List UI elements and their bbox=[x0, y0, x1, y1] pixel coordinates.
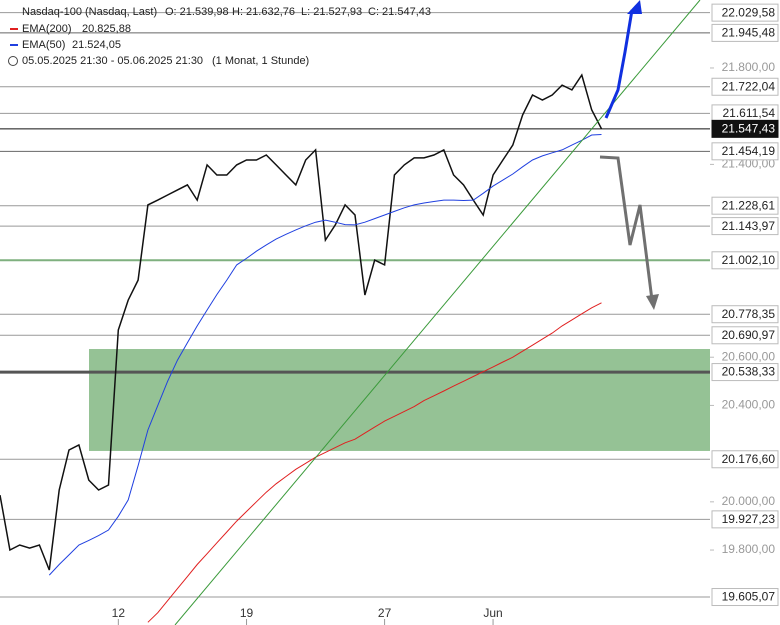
level-label: 20.176,60 bbox=[722, 452, 776, 466]
ohlc: O: 21.539,98 bbox=[165, 6, 229, 18]
legend-value: 20.825,88 bbox=[82, 23, 131, 35]
level-label-box bbox=[711, 326, 779, 345]
level-label: 20.778,35 bbox=[722, 307, 776, 321]
x-tick-label: Jun bbox=[483, 606, 502, 620]
ema-line bbox=[48, 134, 602, 576]
level-label-box bbox=[711, 217, 779, 236]
clock-icon bbox=[8, 56, 18, 66]
level-label-box bbox=[711, 3, 779, 22]
level-label: 21.143,97 bbox=[722, 219, 776, 233]
y-tick-label: 20.600,00 bbox=[722, 349, 776, 363]
chart-title: Nasdaq-100 (Nasdaq, Last) bbox=[22, 6, 157, 18]
level-label: 21.611,54 bbox=[723, 106, 776, 120]
level-label-box bbox=[711, 588, 779, 607]
y-tick-label: 20.400,00 bbox=[722, 398, 776, 412]
level-label: 21.002,10 bbox=[722, 253, 776, 267]
legend-swatch bbox=[10, 44, 18, 46]
price-line bbox=[0, 73, 603, 571]
bull-arrow bbox=[604, 9, 634, 119]
level-label-box bbox=[711, 251, 779, 270]
level-label: 21.722,04 bbox=[722, 79, 776, 93]
legend-value: 21.524,05 bbox=[72, 39, 121, 51]
level-label-box bbox=[711, 450, 779, 469]
y-tick-label: 20.000,00 bbox=[722, 494, 776, 508]
level-label-box bbox=[711, 363, 779, 382]
legend-label: EMA(50) bbox=[22, 39, 65, 51]
x-tick-label: 27 bbox=[378, 606, 392, 620]
ema-line bbox=[147, 302, 602, 623]
level-label: 21.454,19 bbox=[722, 144, 776, 158]
y-tick-label: 21.800,00 bbox=[722, 60, 776, 74]
bear-arrow bbox=[599, 155, 654, 301]
level-label-box bbox=[711, 196, 779, 215]
y-tick-label: 19.800,00 bbox=[722, 542, 776, 556]
level-label: 20.690,97 bbox=[722, 328, 776, 342]
x-tick-label: 19 bbox=[240, 606, 254, 620]
ohlc: L: 21.527,93 bbox=[301, 6, 362, 18]
support-zone bbox=[89, 349, 710, 451]
level-label: 20.538,33 bbox=[722, 365, 776, 379]
legend-swatch bbox=[10, 28, 18, 30]
plot: 12 19 27 Jun bbox=[0, 12, 710, 625]
y-axis: 19.800,00 20.000,00 20.400,00 20.600,00 21.4… bbox=[710, 3, 779, 607]
level-label-box bbox=[711, 119, 779, 138]
x-tick-label: 12 bbox=[112, 606, 126, 620]
level-label: 19.605,07 bbox=[722, 590, 776, 604]
level-label-box bbox=[711, 142, 779, 161]
level-label: 21.945,48 bbox=[722, 26, 776, 40]
level-label-box bbox=[711, 510, 779, 529]
level-label: 21.547,43 bbox=[722, 122, 776, 136]
level-label: 22.029,58 bbox=[722, 5, 776, 19]
level-label-box bbox=[711, 77, 779, 96]
bear-arrow-head bbox=[646, 294, 659, 310]
ohlc: C: 21.547,43 bbox=[368, 6, 431, 18]
level-label-box bbox=[711, 305, 779, 324]
ohlc: H: 21.632,76 bbox=[232, 6, 295, 18]
interval: (1 Monat, 1 Stunde) bbox=[212, 55, 309, 67]
header: Nasdaq-100 (Nasdaq, Last) O: 21.539,98 H… bbox=[8, 6, 431, 67]
legend-label: EMA(200) bbox=[22, 23, 72, 35]
period: 05.05.2025 21:30 - 05.06.2025 21:30 bbox=[22, 55, 203, 67]
level-label: 19.927,23 bbox=[722, 512, 776, 526]
bull-arrow-head bbox=[627, 0, 642, 14]
level-label: 21.228,61 bbox=[722, 198, 776, 212]
level-label-box bbox=[711, 23, 779, 42]
